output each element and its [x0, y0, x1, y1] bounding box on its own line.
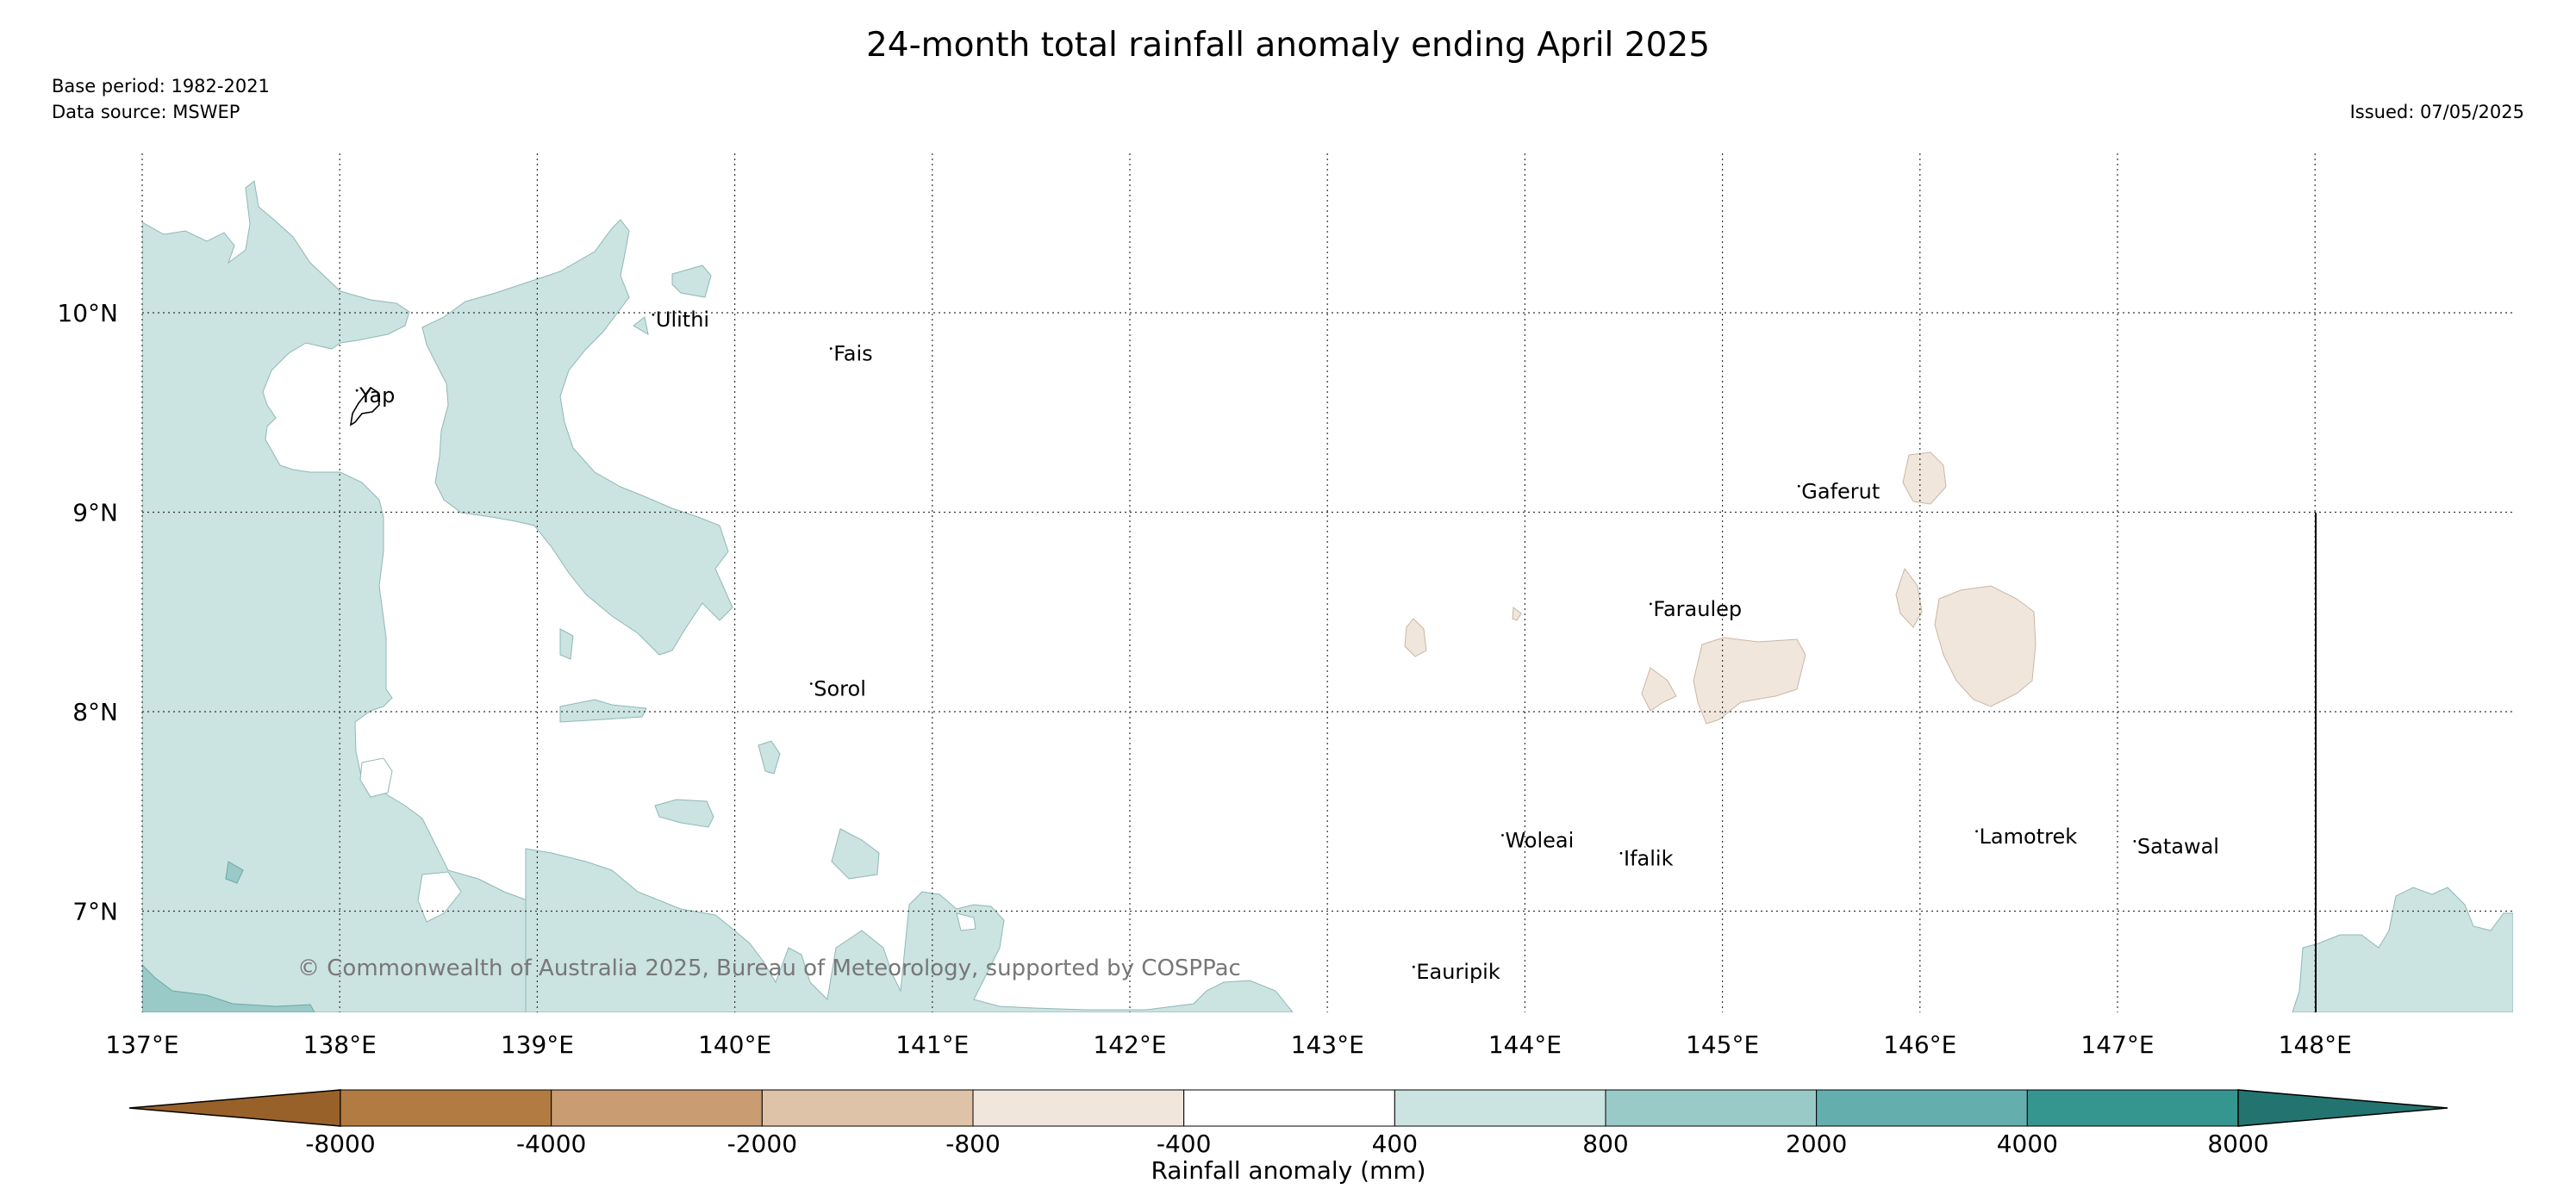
- place-label: Woleai: [1505, 828, 1574, 852]
- colorbar-tick-label: -400: [1157, 1130, 1212, 1158]
- lon-tick-label: 139°E: [501, 1030, 574, 1059]
- colorbar-segment: [551, 1089, 763, 1127]
- place-label: Yap: [359, 383, 395, 408]
- place-marker: [652, 313, 655, 316]
- colorbar-segment: [1183, 1089, 1395, 1127]
- positive-anomaly-central: [421, 219, 733, 656]
- positive-anomaly-patch: [831, 828, 880, 880]
- place-marker: [2133, 839, 2136, 843]
- positive-anomaly-patch: [559, 699, 647, 723]
- lon-tick-label: 137°E: [105, 1030, 178, 1059]
- place-labels: Ulithi Fais Yap Gaferut Faraulep Sorol Woleai I…: [355, 308, 2219, 984]
- place-marker: [355, 389, 359, 392]
- colorbar-segment: [972, 1089, 1185, 1127]
- negative-anomaly-patch: [1693, 637, 1806, 725]
- negative-anomaly-patch: [1641, 667, 1677, 712]
- negative-anomaly-patch: [1404, 618, 1427, 657]
- lat-tick-label: 9°N: [72, 499, 118, 527]
- yap-island-outline: [349, 386, 380, 426]
- base-period: Base period: 1982-2021: [52, 76, 270, 96]
- colorbar-extend-high: [2237, 1089, 2448, 1127]
- place-label: Gaferut: [1801, 479, 1880, 503]
- place-label: Sorol: [814, 676, 866, 700]
- lon-tick-label: 146°E: [1883, 1030, 1956, 1059]
- colorbar-tick-label: -2000: [727, 1130, 797, 1158]
- colorbar: -8000 -4000 -2000 -800 -400 400 800 2000 4000 800…: [128, 1089, 2448, 1158]
- colorbar-tick-label: -4000: [516, 1130, 586, 1158]
- colorbar-segment: [761, 1089, 974, 1127]
- colorbar-tick-label: 400: [1372, 1130, 1418, 1158]
- negative-anomaly-patch: [1934, 585, 2036, 707]
- neutral-area: [359, 757, 393, 798]
- colorbar-segment: [1816, 1089, 2028, 1127]
- colorbar-tick-label: 4000: [1997, 1130, 2058, 1158]
- data-source: Data source: MSWEP: [52, 102, 240, 122]
- lat-tick-label: 7°N: [72, 898, 118, 926]
- place-marker: [1975, 830, 1978, 833]
- place-marker: [829, 347, 833, 350]
- colorbar-tick-label: -800: [945, 1130, 1001, 1158]
- colorbar-segment: [1394, 1089, 1606, 1127]
- place-marker: [1619, 851, 1623, 855]
- colorbar-title: Rainfall anomaly (mm): [1151, 1156, 1425, 1185]
- place-label: Eauripik: [1416, 960, 1500, 984]
- place-label: Lamotrek: [1980, 825, 2078, 849]
- colorbar-segment: [2026, 1089, 2239, 1127]
- place-marker: [1797, 484, 1800, 488]
- positive-anomaly-south: [525, 848, 1294, 1012]
- latitude-ticks: 10°N 9°N 8°N 7°N: [57, 299, 118, 926]
- positive-anomaly-patch: [671, 265, 712, 298]
- lon-tick-label: 147°E: [2080, 1030, 2154, 1059]
- colorbar-tick-label: 8000: [2207, 1130, 2268, 1158]
- negative-anomaly-patch: [1895, 567, 1923, 628]
- anomaly-fills: [142, 180, 2513, 1012]
- lat-tick-label: 10°N: [57, 299, 118, 327]
- longitude-ticks: 137°E 138°E 139°E 140°E 141°E 142°E 143°E 144°E…: [105, 1030, 2351, 1059]
- place-marker: [809, 682, 813, 685]
- lat-tick-label: 8°N: [72, 698, 118, 726]
- positive-anomaly-strong: [225, 861, 244, 884]
- place-label: Fais: [833, 342, 872, 366]
- place-label: Satawal: [2137, 834, 2219, 858]
- lon-tick-label: 141°E: [895, 1030, 969, 1059]
- lon-tick-label: 144°E: [1488, 1030, 1562, 1059]
- positive-anomaly-east: [2292, 887, 2513, 1012]
- place-label: Faraulep: [1653, 597, 1742, 621]
- issued-date: Issued: 07/05/2025: [2349, 102, 2524, 122]
- map-gridlines: [141, 153, 2513, 1012]
- negative-anomaly-patch: [1512, 607, 1522, 621]
- negative-anomaly-patch: [1902, 451, 1947, 505]
- colorbar-tick-label: 800: [1582, 1130, 1628, 1158]
- colorbar-segment: [1605, 1089, 1818, 1127]
- place-label: Ulithi: [656, 308, 709, 332]
- neutral-area: [956, 912, 976, 931]
- place-marker: [1649, 602, 1652, 606]
- colorbar-tick-label: -8000: [305, 1130, 375, 1158]
- colorbar-segment: [340, 1089, 552, 1127]
- neutral-area: [417, 871, 462, 923]
- positive-anomaly-west: [142, 180, 535, 1012]
- colorbar-extend-low: [128, 1089, 341, 1127]
- place-marker: [1501, 834, 1504, 837]
- copyright-credit: © Commonwealth of Australia 2025, Bureau…: [297, 956, 1241, 981]
- lon-tick-label: 143°E: [1291, 1030, 1364, 1059]
- lon-tick-label: 142°E: [1093, 1030, 1166, 1059]
- lon-tick-label: 145°E: [1686, 1030, 1759, 1059]
- positive-anomaly-patch: [654, 799, 714, 828]
- map-title: 24-month total rainfall anomaly ending A…: [865, 26, 1711, 65]
- positive-anomaly-patch: [758, 740, 781, 775]
- positive-anomaly-patch: [559, 628, 574, 660]
- lon-tick-label: 148°E: [2279, 1030, 2352, 1059]
- positive-anomaly-patch: [633, 316, 649, 335]
- place-label: Ifalik: [1624, 846, 1674, 870]
- lon-tick-label: 140°E: [698, 1030, 771, 1059]
- lon-tick-label: 138°E: [303, 1030, 377, 1059]
- place-marker: [1412, 965, 1415, 968]
- colorbar-tick-label: 2000: [1786, 1130, 1847, 1158]
- positive-anomaly-strong: [142, 964, 315, 1012]
